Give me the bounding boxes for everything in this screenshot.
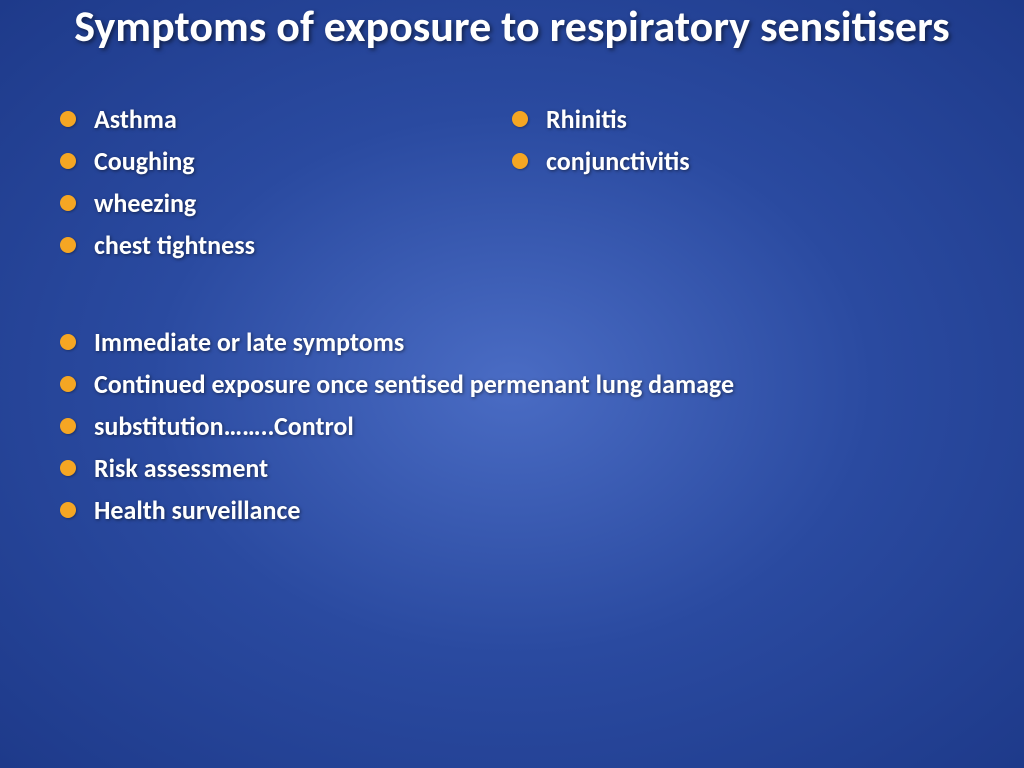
bullet-icon: [60, 502, 76, 518]
slide-title: Symptoms of exposure to respiratory sens…: [0, 0, 1024, 53]
bottom-list: Immediate or late symptoms Continued exp…: [0, 271, 1024, 526]
list-item: chest tightness: [60, 229, 512, 261]
bullet-text: substitution……..Control: [94, 410, 354, 442]
bullet-icon: [60, 460, 76, 476]
bullet-text: Coughing: [94, 145, 195, 177]
bullet-text: Asthma: [94, 103, 177, 135]
bullet-text: Risk assessment: [94, 452, 268, 484]
list-item: Risk assessment: [60, 452, 964, 484]
list-item: Rhinitis: [512, 103, 964, 135]
list-item: substitution……..Control: [60, 410, 964, 442]
bullet-text: chest tightness: [94, 229, 255, 261]
slide-container: Symptoms of exposure to respiratory sens…: [0, 0, 1024, 768]
list-item: wheezing: [60, 187, 512, 219]
bullet-icon: [60, 418, 76, 434]
bullet-text: conjunctivitis: [546, 145, 690, 177]
bullet-icon: [512, 111, 528, 127]
two-column-area: Asthma Coughing wheezing chest tightness…: [0, 53, 1024, 271]
bullet-icon: [60, 376, 76, 392]
bullet-text: Immediate or late symptoms: [94, 326, 404, 358]
list-item: Coughing: [60, 145, 512, 177]
left-column: Asthma Coughing wheezing chest tightness: [60, 103, 512, 271]
list-item: Asthma: [60, 103, 512, 135]
bullet-text: Continued exposure once sentised permena…: [94, 368, 734, 400]
bullet-icon: [60, 111, 76, 127]
bullet-icon: [512, 153, 528, 169]
bullet-text: Health surveillance: [94, 494, 300, 526]
list-item: Immediate or late symptoms: [60, 326, 964, 358]
bullet-text: wheezing: [94, 187, 196, 219]
bullet-text: Rhinitis: [546, 103, 627, 135]
bullet-icon: [60, 195, 76, 211]
bullet-icon: [60, 237, 76, 253]
list-item: conjunctivitis: [512, 145, 964, 177]
list-item: Continued exposure once sentised permena…: [60, 368, 964, 400]
right-column: Rhinitis conjunctivitis: [512, 103, 964, 271]
bullet-icon: [60, 153, 76, 169]
bullet-icon: [60, 334, 76, 350]
list-item: Health surveillance: [60, 494, 964, 526]
